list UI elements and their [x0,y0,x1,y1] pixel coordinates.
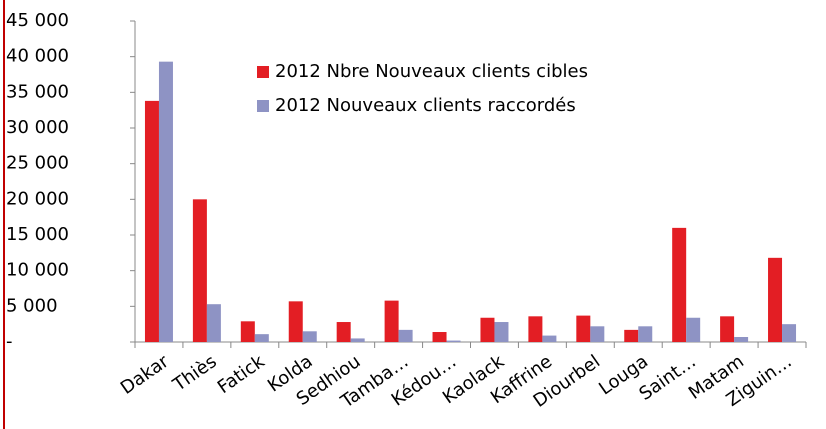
legend-label: 2012 Nouveaux clients raccordés [275,95,576,116]
bar [192,199,207,342]
y-tick-label: 15 000 [6,224,69,245]
bar [350,338,365,342]
y-tick-label: 10 000 [6,260,69,281]
bar [768,257,783,342]
bar [734,337,749,342]
bar [672,227,687,342]
bar [638,326,653,342]
bar [480,317,495,342]
bar [336,322,351,342]
bar [144,100,159,342]
bar [446,340,461,342]
bar [494,322,509,342]
y-tick-label: - [6,331,13,352]
legend-swatch [257,100,269,112]
bar [158,61,173,342]
y-tick-label: 35 000 [6,81,69,102]
y-tick-label: 25 000 [6,153,69,174]
bar [432,332,447,342]
bar [624,329,639,342]
bar [398,329,413,342]
bar [206,304,221,342]
bar [542,335,557,342]
y-tick-label: 5 000 [6,295,58,316]
bar [302,331,317,342]
x-tick-label: Thiès [169,351,221,396]
bar [384,300,399,342]
y-tick-label: 20 000 [6,188,69,209]
bar [720,316,735,342]
legend-swatch [257,66,269,78]
legend-label: 2012 Nbre Nouveaux clients cibles [275,61,588,82]
bar [576,315,591,342]
bar [782,324,797,342]
x-tick-label: Fatick [214,351,269,398]
y-tick-label: 30 000 [6,117,69,138]
y-tick-label: 40 000 [6,46,69,67]
bar [528,316,543,342]
bar [254,334,269,342]
y-tick-label: 45 000 [6,10,69,31]
bar [590,326,605,342]
x-tick-label: Dakar [117,351,173,399]
bar [288,301,303,342]
bar [686,317,701,342]
bar [240,321,255,342]
